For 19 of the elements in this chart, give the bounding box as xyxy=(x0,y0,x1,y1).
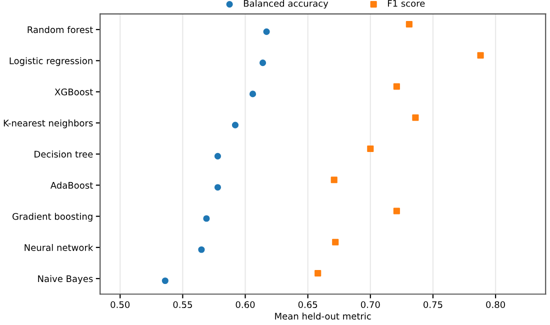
y-tick-label: K-nearest neighbors xyxy=(4,119,93,128)
x-tick-label: 0.65 xyxy=(298,301,318,308)
y-tick-label: Gradient boosting xyxy=(12,212,92,222)
legend-label: F1 score xyxy=(388,0,425,7)
y-tick-label: Neural network xyxy=(24,244,94,251)
y-tick-label: Logistic regression xyxy=(10,57,92,66)
y-tick-label: Random forest xyxy=(28,26,93,34)
x-tick-label: 0.50 xyxy=(110,301,130,308)
x-tick-label: 0.70 xyxy=(360,301,380,308)
x-tick-label: 0.60 xyxy=(236,301,255,308)
legend-label: Balanced accuracy xyxy=(244,0,328,9)
y-tick-label: Naive Bayes xyxy=(38,275,93,284)
x-tick-label: 0.80 xyxy=(486,301,505,308)
y-tick-label: AdaBoost xyxy=(50,182,93,189)
x-tick-label: 0.55 xyxy=(173,301,192,308)
y-tick-label: XGBoost xyxy=(54,88,93,96)
y-tick-label: Decision tree xyxy=(34,150,93,158)
x-tick-label: 0.75 xyxy=(424,301,442,308)
x-axis-title: Mean held-out metric xyxy=(275,312,371,320)
